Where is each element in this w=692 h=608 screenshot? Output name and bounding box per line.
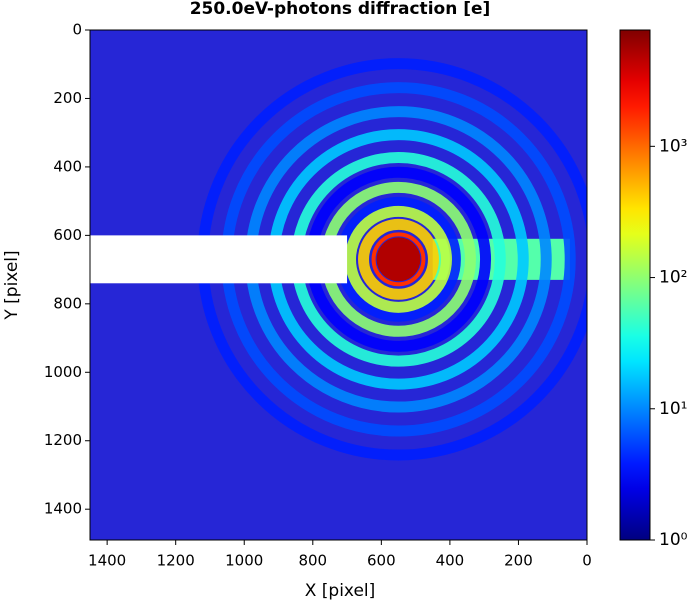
colorbar-tick-label: 10¹ xyxy=(659,399,687,419)
y-tick-label: 400 xyxy=(53,157,82,175)
y-axis-label: Y [pixel] xyxy=(2,250,22,320)
colorbar: 10⁰ 10¹ 10² 10³ xyxy=(619,29,688,550)
colorbar-tick-label: 10² xyxy=(659,268,687,288)
x-tick-label: 800 xyxy=(298,552,327,570)
y-tick-label: 1400 xyxy=(44,500,82,518)
ring xyxy=(344,205,452,313)
colorbar-gradient xyxy=(619,29,651,541)
x-tick-label: 1000 xyxy=(225,552,263,570)
x-tick-label: 600 xyxy=(367,552,396,570)
core-halo xyxy=(371,232,426,287)
y-tick-label: 0 xyxy=(72,21,82,39)
x-tick-label: 1400 xyxy=(88,552,126,570)
x-tick-label: 0 xyxy=(582,552,592,570)
y-tick-label: 600 xyxy=(53,226,82,244)
plot-frame xyxy=(89,29,588,541)
y-tick-label: 1200 xyxy=(44,431,82,449)
plot-area xyxy=(90,30,587,540)
colorbar-tick-label: 10⁰ xyxy=(659,530,688,550)
colorbar-tick-label: 10³ xyxy=(659,136,687,156)
y-tick-label: 800 xyxy=(53,294,82,312)
y-tick-label: 200 xyxy=(53,89,82,107)
background xyxy=(90,30,587,540)
chart-title: 250.0eV-photons diffraction [e] xyxy=(190,0,491,19)
x-tick-label: 400 xyxy=(436,552,465,570)
x-tick-label: 1200 xyxy=(157,552,195,570)
x-axis-label: X [pixel] xyxy=(305,581,376,601)
mask xyxy=(90,235,348,284)
core xyxy=(376,237,421,282)
x-tick-label: 200 xyxy=(504,552,533,570)
y-tick-label: 1000 xyxy=(44,363,82,381)
ring xyxy=(358,218,439,300)
